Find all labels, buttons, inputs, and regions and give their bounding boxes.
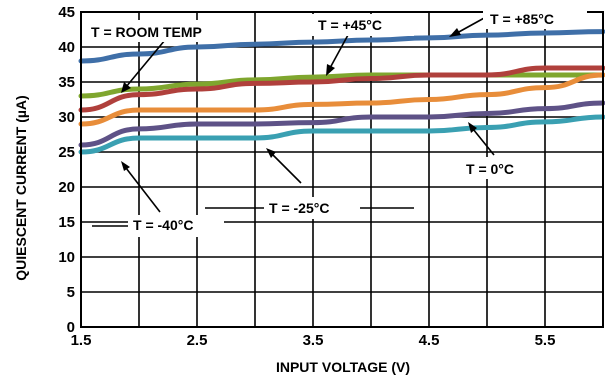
annotation-room-temp: T = ROOM TEMP bbox=[85, 20, 245, 93]
x-tick-label: 1.5 bbox=[71, 332, 92, 349]
series-line-0 bbox=[78, 29, 605, 64]
label-plus-45: T = +45°C bbox=[318, 17, 382, 33]
annotation-minus-25: T = -25°C bbox=[205, 148, 414, 219]
series-line-2 bbox=[78, 65, 605, 113]
annotation-plus-45: T = +45°C bbox=[310, 14, 414, 76]
y-tick-label: 10 bbox=[58, 249, 75, 266]
label-zero: T = 0°C bbox=[466, 161, 514, 177]
y-tick-label: 35 bbox=[58, 74, 75, 91]
tick-labels: 0 5 10 15 20 25 30 35 40 45 1.5 2.5 3.5 4.5 5.5 bbox=[58, 4, 555, 349]
y-tick-label: 5 bbox=[67, 284, 75, 301]
label-minus-25: T = -25°C bbox=[269, 200, 329, 216]
series-lines bbox=[78, 29, 605, 155]
y-tick-label: 0 bbox=[67, 319, 75, 336]
x-tick-label: 5.5 bbox=[535, 332, 556, 349]
x-tick-label: 4.5 bbox=[419, 332, 440, 349]
label-plus-85: T = +85°C bbox=[490, 11, 554, 27]
y-tick-label: 20 bbox=[58, 179, 75, 196]
y-tick-label: 40 bbox=[58, 39, 75, 56]
label-room-temp: T = ROOM TEMP bbox=[91, 24, 202, 40]
plot-frame bbox=[80, 11, 604, 328]
annotation-minus-40: T = -40°C bbox=[92, 161, 224, 237]
y-tick-label: 25 bbox=[58, 144, 75, 161]
x-tick-label: 3.5 bbox=[303, 332, 324, 349]
y-tick-label: 45 bbox=[58, 4, 75, 21]
series-line-3 bbox=[78, 72, 605, 127]
label-minus-40: T = -40°C bbox=[133, 217, 193, 233]
x-tick-label: 2.5 bbox=[187, 332, 208, 349]
annotation-zero: T = 0°C bbox=[460, 122, 536, 179]
series-line-4 bbox=[78, 100, 605, 148]
y-axis-label: QUIESCENT CURRENT (µA) bbox=[13, 95, 29, 280]
x-axis-label: INPUT VOLTAGE (V) bbox=[276, 359, 410, 375]
y-tick-label: 30 bbox=[58, 109, 75, 126]
y-tick-label: 15 bbox=[58, 214, 75, 231]
series-line-1 bbox=[78, 72, 605, 99]
series-line-5 bbox=[78, 114, 605, 155]
annotation-plus-85: T = +85°C bbox=[449, 7, 587, 37]
